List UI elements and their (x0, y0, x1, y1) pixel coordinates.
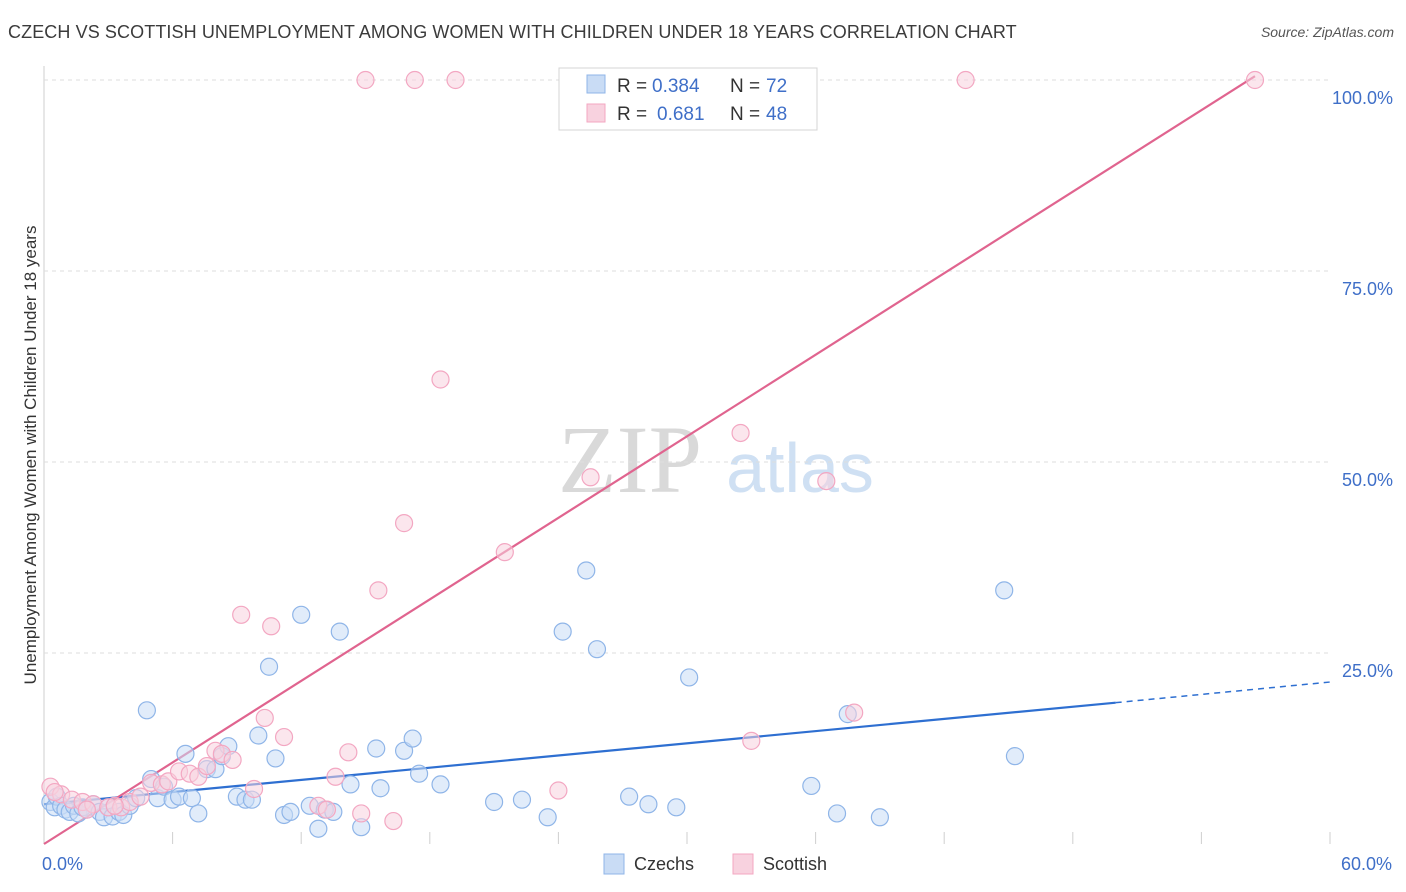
point-scottish-27 (339, 743, 358, 762)
point-scottish-35 (446, 70, 465, 90)
y-tick-label-25: 25.0% (1342, 661, 1393, 681)
point-scottish-30 (369, 581, 388, 600)
point-czechs-61 (639, 795, 658, 814)
point-czechs-59 (587, 640, 607, 659)
y-tick-labels: 25.0% 50.0% 75.0% 100.0% (1332, 88, 1393, 681)
point-czechs-46 (341, 775, 360, 794)
data-points (41, 70, 1265, 838)
grid-lines (44, 79, 1330, 654)
point-scottish-42 (845, 703, 864, 722)
legend-swatch-scottish (586, 103, 606, 123)
legend-r-label-czechs: R = (617, 76, 647, 97)
point-czechs-37 (266, 749, 285, 768)
point-czechs-64 (802, 776, 821, 796)
point-czechs-53 (431, 775, 450, 794)
point-scottish-34 (431, 370, 450, 389)
point-czechs-60 (620, 787, 639, 806)
x-tick-label-min: 0.0% (42, 854, 83, 874)
point-czechs-25 (176, 744, 195, 763)
x-axis-ticks (43, 832, 1331, 844)
chart-source: Source: ZipAtlas.com (1260, 24, 1394, 40)
trend-line-czechs (43, 701, 1116, 806)
point-czechs-69 (1005, 747, 1025, 766)
point-czechs-51 (403, 729, 422, 748)
legend-n-label-scottish: N = (730, 104, 760, 125)
point-scottish-31 (384, 811, 403, 831)
point-scottish-37 (549, 781, 568, 800)
point-czechs-26 (182, 789, 201, 808)
bottom-legend-swatch-scottish (732, 853, 754, 875)
point-czechs-48 (367, 739, 386, 758)
point-czechs-56 (538, 808, 557, 827)
legend-r-value-czechs: 0.384 (652, 76, 700, 97)
bottom-legend-label-czechs: Czechs (634, 854, 694, 874)
bottom-legend-label-scottish: Scottish (763, 854, 827, 874)
y-tick-label-75: 75.0% (1342, 279, 1393, 299)
point-czechs-52 (409, 764, 429, 783)
point-scottish-32 (394, 514, 414, 533)
legend-r-label-scottish: R = (617, 104, 647, 125)
trend-lines (43, 75, 1331, 845)
point-scottish-18 (223, 750, 242, 770)
watermark-atlas: atlas (726, 429, 874, 507)
point-scottish-33 (405, 70, 424, 90)
point-scottish-38 (581, 468, 600, 487)
point-scottish-23 (274, 727, 294, 747)
point-czechs-63 (680, 668, 699, 687)
point-czechs-40 (292, 605, 311, 624)
point-scottish-28 (352, 804, 371, 823)
point-czechs-57 (553, 622, 572, 641)
point-scottish-46 (105, 796, 124, 815)
point-czechs-35 (249, 726, 268, 745)
point-czechs-19 (137, 701, 156, 720)
trend-line-extension-czechs (1115, 681, 1331, 704)
x-tick-label-max: 60.0% (1341, 854, 1392, 874)
point-scottish-45 (77, 800, 96, 819)
point-scottish-19 (232, 605, 251, 624)
point-scottish-26 (326, 767, 345, 786)
point-czechs-45 (330, 622, 349, 641)
point-scottish-25 (317, 800, 337, 819)
legend-n-value-czechs: 72 (766, 76, 787, 97)
legend-n-value-scottish: 48 (766, 104, 787, 125)
point-czechs-49 (371, 779, 390, 798)
point-scottish-22 (262, 617, 281, 636)
point-czechs-36 (259, 657, 279, 676)
point-czechs-55 (512, 790, 532, 809)
point-scottish-20 (244, 779, 264, 799)
point-czechs-68 (995, 581, 1014, 600)
point-scottish-36 (495, 543, 514, 562)
trend-line-scottish (43, 75, 1256, 845)
point-czechs-62 (667, 798, 686, 817)
point-scottish-15 (197, 756, 216, 776)
legend-swatch-czechs (586, 74, 606, 94)
bottom-legend-swatch-czechs (603, 853, 625, 875)
legend: R = 0.384 N = 72 R = 0.681 N = 48 (558, 67, 818, 131)
watermark-zip: ZIP (558, 406, 702, 513)
legend-n-label-czechs: N = (730, 76, 760, 97)
point-scottish-47 (45, 782, 64, 802)
y-axis-title: Unemployment Among Women with Children U… (21, 226, 40, 685)
point-czechs-58 (577, 561, 596, 580)
point-czechs-27 (189, 804, 208, 823)
y-tick-label-100: 100.0% (1332, 88, 1393, 108)
point-scottish-41 (817, 472, 836, 491)
point-scottish-44 (1245, 70, 1265, 90)
point-scottish-40 (742, 731, 761, 750)
y-tick-label-50: 50.0% (1342, 470, 1393, 490)
point-scottish-29 (356, 70, 375, 90)
point-czechs-65 (827, 804, 847, 823)
legend-r-value-scottish: 0.681 (657, 104, 705, 125)
point-scottish-43 (956, 70, 975, 90)
point-czechs-42 (309, 819, 328, 838)
point-scottish-8 (131, 787, 150, 806)
point-czechs-39 (281, 802, 300, 822)
bottom-legend: Czechs Scottish (603, 853, 827, 875)
point-scottish-21 (255, 708, 274, 728)
chart-title: CZECH VS SCOTTISH UNEMPLOYMENT AMONG WOM… (8, 22, 1017, 42)
point-scottish-39 (731, 423, 750, 443)
point-czechs-54 (485, 792, 504, 812)
point-czechs-67 (870, 808, 890, 827)
